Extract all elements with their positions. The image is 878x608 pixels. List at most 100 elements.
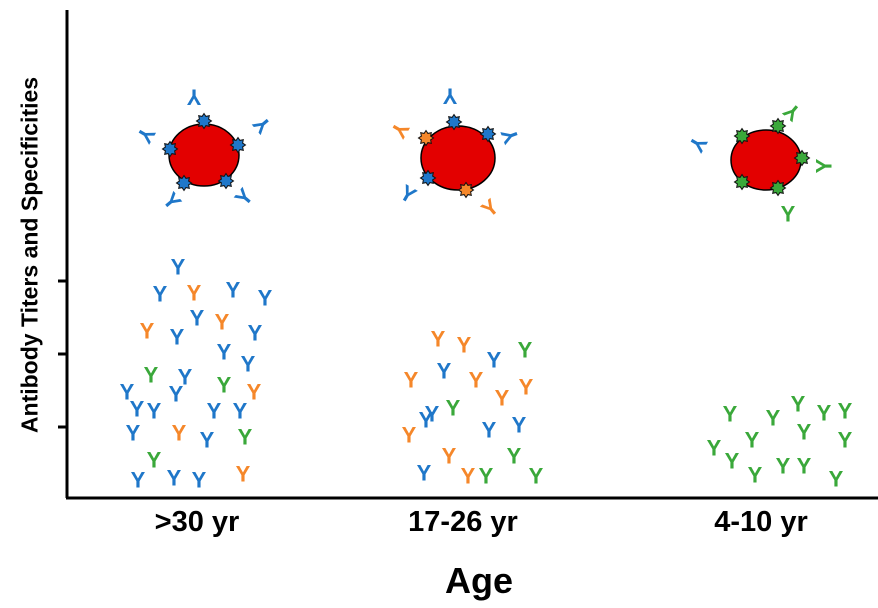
antibody-icon: Y [140, 319, 155, 344]
antibody-icon: Y [457, 333, 472, 358]
epitope-marker [457, 181, 475, 199]
bound-antibody-icon: Y [131, 122, 160, 147]
antibody-icon: Y [172, 421, 187, 446]
bound-antibody-icon: Y [781, 202, 796, 227]
antibody-icon: Y [723, 402, 738, 427]
antibody-icon: Y [258, 286, 273, 311]
antibody-icon: Y [236, 462, 251, 487]
antibody-icon: Y [725, 449, 740, 474]
antibody-icon: Y [838, 428, 853, 453]
epitope-marker [769, 179, 787, 197]
antibody-icon: Y [247, 380, 262, 405]
antibody-icon: Y [482, 418, 497, 443]
antibody-icon: Y [791, 392, 806, 417]
bound-antibody-icon: Y [186, 85, 201, 110]
bound-antibody-icon: Y [230, 183, 259, 211]
antibody-icon: Y [442, 444, 457, 469]
epitope-marker [733, 127, 751, 145]
antibody-icon: Y [487, 348, 502, 373]
axes [58, 10, 878, 500]
bound-antibody-icon: Y [812, 158, 837, 173]
epitope-marker [195, 112, 213, 130]
antibody-icon: Y [766, 406, 781, 431]
bound-antibody-icon: Y [158, 187, 187, 215]
epitope-marker [217, 172, 235, 190]
antibody-icon: Y [233, 399, 248, 424]
antibody-icon: Y [419, 408, 434, 433]
antibody-icon: Y [431, 327, 446, 352]
epitope-marker [161, 140, 179, 158]
bound-antibody-icon: Y [683, 131, 712, 156]
antibody-icon: Y [417, 461, 432, 486]
epitope-marker [175, 174, 193, 192]
category-label-17-26: 17-26 yr [408, 506, 518, 538]
epitope-marker [733, 173, 751, 191]
epitope-marker [445, 113, 463, 131]
antibody-icon: Y [507, 444, 522, 469]
epitope-marker [417, 129, 435, 147]
antibody-icon: Y [217, 373, 232, 398]
antibody-icon: Y [171, 255, 186, 280]
pathogen-particle: Y Y Y Y Y [131, 85, 276, 215]
antibody-icon: Y [207, 399, 222, 424]
bound-antibody-icon: Y [395, 180, 420, 209]
antibody-icon: Y [200, 428, 215, 453]
category-label-4-10: 4-10 yr [714, 506, 808, 538]
epitope-marker [229, 136, 247, 154]
antibody-icon: Y [147, 399, 162, 424]
antibody-icon: Y [126, 421, 141, 446]
antibody-icon: Y [817, 401, 832, 426]
antibody-icon: Y [518, 338, 533, 363]
antibody-icon: Y [512, 413, 527, 438]
free-antibody-group: Y YY Y YY Y YYY Y YY Y [707, 392, 853, 492]
antibody-icon: Y [461, 464, 476, 489]
antibody-icon: Y [217, 340, 232, 365]
bound-antibody-icon: Y [476, 194, 504, 223]
category-label-over-30: >30 yr [154, 506, 240, 538]
antibody-icon: Y [748, 463, 763, 488]
antibody-icon: Y [707, 436, 722, 461]
antibody-icon: Y [776, 454, 791, 479]
antibody-icon: Y [187, 281, 202, 306]
antibody-icon: Y [437, 359, 452, 384]
y-axis-title: Antibody Titers and Specificities [16, 76, 43, 434]
antibody-icon: Y [144, 363, 159, 388]
antibody-icon: Y [131, 468, 146, 493]
antibody-icon: Y [190, 306, 205, 331]
antibody-icon: Y [226, 278, 241, 303]
antibody-icon: Y [797, 454, 812, 479]
antibody-icon: Y [529, 464, 544, 489]
bound-antibody-icon: Y [248, 111, 277, 139]
antibody-icon: Y [178, 365, 193, 390]
antibody-icon: Y [425, 402, 440, 427]
antibody-icon: Y [215, 310, 230, 335]
bound-antibody-icon: Y [496, 125, 525, 148]
antibody-icon: Y [170, 325, 185, 350]
pathogen-particle: Y Y Y Y Y [385, 84, 524, 223]
antibody-icon: Y [130, 397, 145, 422]
antibody-icon: Y [192, 468, 207, 493]
antibody-icon: Y [469, 368, 484, 393]
epitope-marker [769, 117, 787, 135]
antibody-icon: Y [153, 282, 168, 307]
antibody-icon: Y [446, 396, 461, 421]
antibody-icon: Y [167, 466, 182, 491]
antibody-icon: Y [829, 467, 844, 492]
antibody-icon: Y [147, 448, 162, 473]
epitope-marker [479, 125, 497, 143]
antibody-icon: Y [169, 382, 184, 407]
antibody-icon: Y [402, 423, 417, 448]
antibody-icon: Y [797, 420, 812, 445]
bound-antibody-icon: Y [385, 117, 414, 142]
bound-antibody-icon: Y [442, 84, 457, 109]
antibody-icon: Y [838, 399, 853, 424]
antibody-icon: Y [519, 375, 534, 400]
x-axis-title: Age [444, 560, 514, 601]
free-antibody-group: YY Y Y YYY YY YY YY YY Y Y YY Y Y YY Y Y YYY Y Y Y [120, 255, 273, 493]
antibody-icon: Y [241, 352, 256, 377]
